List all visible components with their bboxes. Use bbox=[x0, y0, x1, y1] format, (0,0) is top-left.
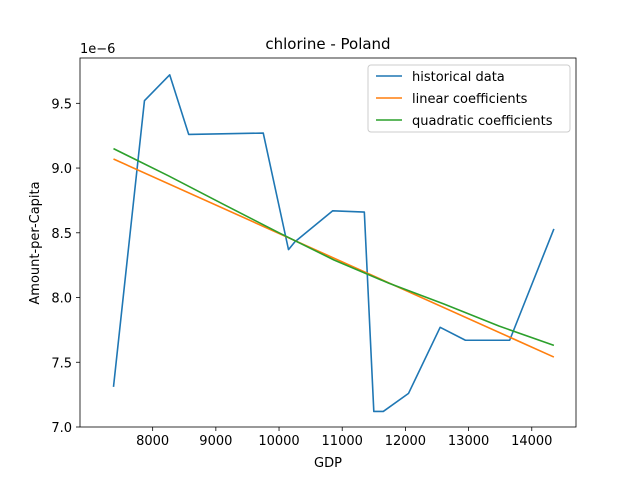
axes-frame bbox=[79, 57, 577, 428]
y-tick-label: 7.5 bbox=[51, 356, 72, 371]
x-tick-label: 14000 bbox=[511, 434, 552, 449]
x-tick-label: 13000 bbox=[448, 434, 489, 449]
y-tick-label: 7.0 bbox=[51, 421, 72, 436]
y-tick-label: 8.0 bbox=[51, 292, 72, 307]
plot-area bbox=[112, 74, 555, 413]
series-line-1 bbox=[113, 158, 555, 358]
x-axis-label: GDP bbox=[314, 456, 342, 471]
x-tick-label: 8000 bbox=[136, 434, 169, 449]
legend-label: linear coefficients bbox=[412, 92, 528, 107]
legend-label: historical data bbox=[412, 70, 505, 85]
y-tick-label: 9.5 bbox=[51, 97, 72, 112]
legend: historical data linear coefficients quadra… bbox=[367, 64, 571, 133]
series-line-0 bbox=[112, 74, 555, 413]
axis-ticks: 8000 9000 10000 11000 12000 13000 14000 7.0 7.5 8… bbox=[51, 97, 552, 449]
x-tick-label: 9000 bbox=[199, 434, 232, 449]
y-offset-label: 1e−6 bbox=[80, 42, 115, 57]
legend-label: quadratic coefficients bbox=[412, 114, 553, 129]
y-tick-label: 8.5 bbox=[51, 227, 72, 242]
series-line-2 bbox=[113, 147, 555, 347]
chart-title: chlorine - Poland bbox=[265, 35, 390, 53]
y-axis-label: Amount-per-Capita bbox=[28, 181, 43, 304]
legend-box bbox=[367, 64, 571, 133]
x-tick-label: 10000 bbox=[258, 434, 299, 449]
x-tick-label: 12000 bbox=[385, 434, 426, 449]
x-tick-label: 11000 bbox=[322, 434, 363, 449]
y-tick-label: 9.0 bbox=[51, 162, 72, 177]
